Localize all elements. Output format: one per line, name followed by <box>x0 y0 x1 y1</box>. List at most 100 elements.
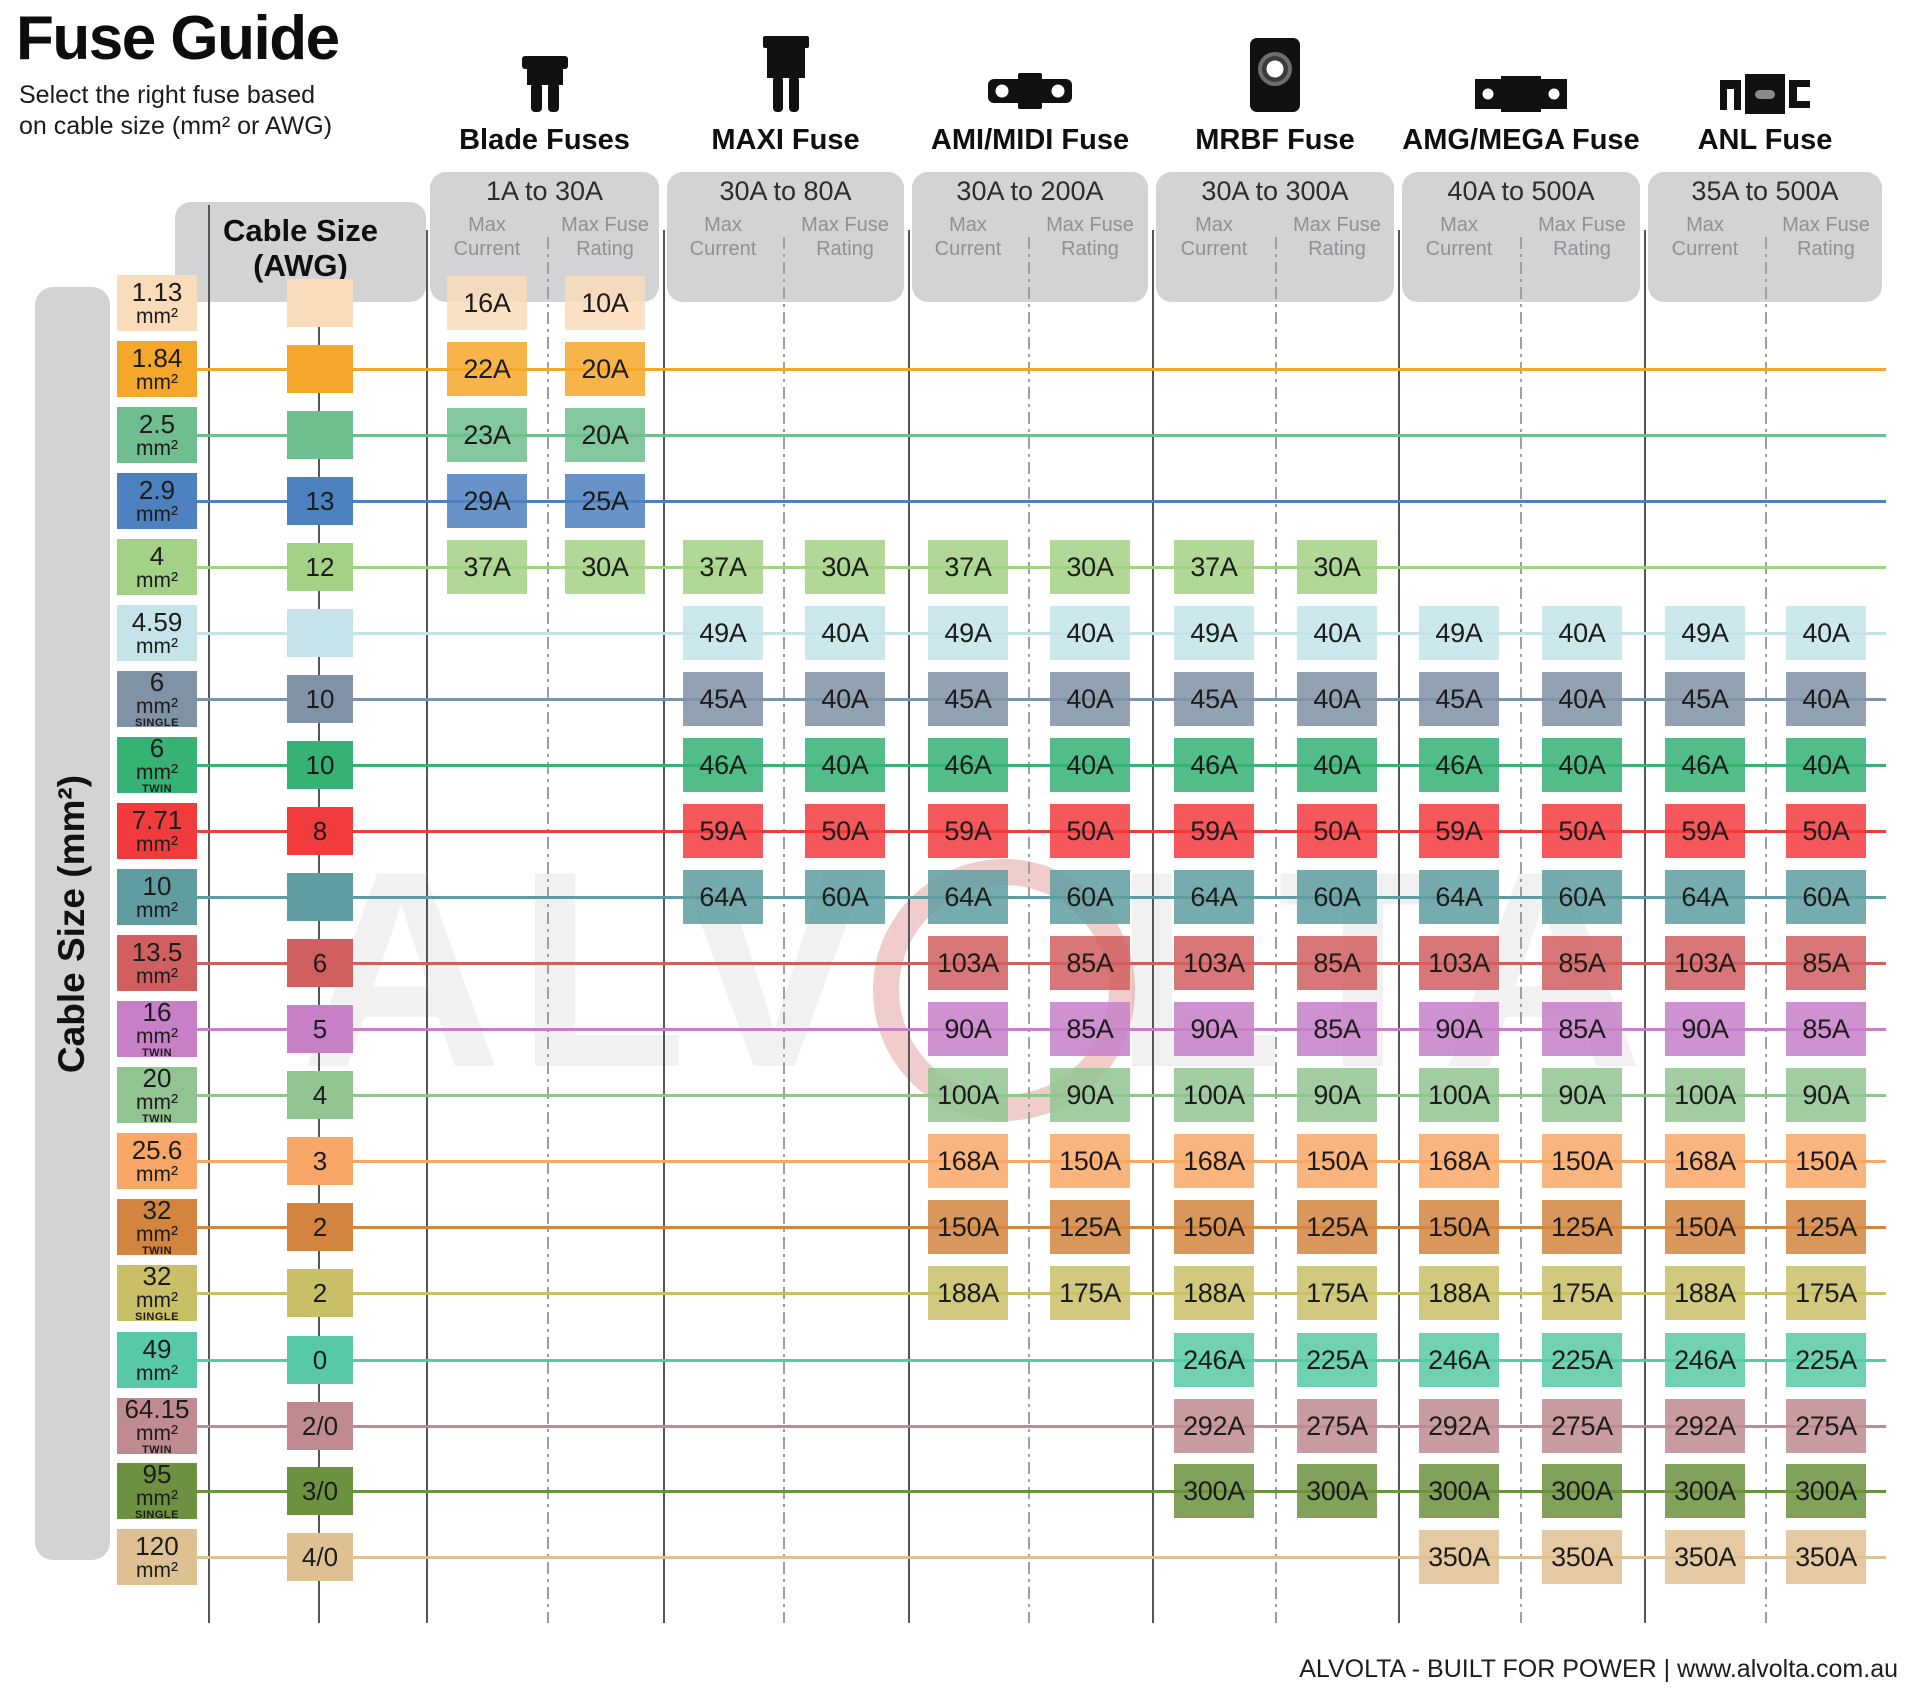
value-cell: 188A <box>1174 1266 1254 1320</box>
value-cell: 37A <box>1174 540 1254 594</box>
value-cell: 246A <box>1419 1333 1499 1387</box>
awg-chip: 2/0 <box>287 1402 353 1450</box>
row-line <box>197 697 1886 701</box>
value-cell: 175A <box>1297 1266 1377 1320</box>
max-fuse-rating-header: Max Fuse Rating <box>801 214 889 260</box>
value-cell: 30A <box>805 540 885 594</box>
cable-size-chip: 32 mm² SINGLE <box>117 1263 197 1323</box>
value-cell: 64A <box>1419 870 1499 924</box>
value-cell: 85A <box>1542 1002 1622 1056</box>
value-cell: 188A <box>1665 1266 1745 1320</box>
page-subtitle: Select the right fuse based on cable siz… <box>19 80 332 142</box>
cable-size-chip: 4 mm² <box>117 539 197 595</box>
value-cell: 150A <box>1050 1134 1130 1188</box>
value-cell: 49A <box>1665 606 1745 660</box>
value-cell: 40A <box>1542 738 1622 792</box>
cable-size-chip: 7.71 mm² <box>117 803 197 859</box>
value-cell: 103A <box>1174 936 1254 990</box>
cable-size-chip: 20 mm² TWIN <box>117 1065 197 1125</box>
value-cell: 85A <box>1050 936 1130 990</box>
cable-size-chip: 2.5 mm² <box>117 407 197 463</box>
value-cell: 30A <box>1297 540 1377 594</box>
awg-chip: 0 <box>287 1336 353 1384</box>
value-cell: 103A <box>1665 936 1745 990</box>
awg-chip: 13 <box>287 477 353 525</box>
value-cell: 292A <box>1419 1399 1499 1453</box>
fuse-type-name: MRBF Fuse <box>1195 124 1355 156</box>
blade-fuse-icon <box>475 56 615 112</box>
max-current-header: Max Current <box>1671 214 1739 260</box>
value-cell: 59A <box>928 804 1008 858</box>
value-cell: 90A <box>1419 1002 1499 1056</box>
awg-chip: 6 <box>287 939 353 987</box>
cable-size-chip: 120 mm² <box>117 1529 197 1585</box>
awg-header-line2: (AWG) <box>253 247 348 283</box>
value-cell: 90A <box>928 1002 1008 1056</box>
value-cell: 20A <box>565 342 645 396</box>
fuse-group-divider <box>908 230 910 1623</box>
value-cell: 37A <box>683 540 763 594</box>
value-cell: 50A <box>1786 804 1866 858</box>
max-current-header: Max Current <box>1180 214 1248 260</box>
watermark-letter: L <box>516 814 681 1126</box>
value-cell: 125A <box>1297 1200 1377 1254</box>
value-cell: 125A <box>1050 1200 1130 1254</box>
value-cell: 40A <box>1786 672 1866 726</box>
value-cell: 30A <box>1050 540 1130 594</box>
row-line <box>197 1489 1886 1493</box>
awg-chip: 4/0 <box>287 1533 353 1581</box>
value-cell: 168A <box>1174 1134 1254 1188</box>
value-cell: 85A <box>1786 936 1866 990</box>
value-cell: 90A <box>1050 1068 1130 1122</box>
value-cell: 45A <box>1174 672 1254 726</box>
value-cell: 168A <box>928 1134 1008 1188</box>
page-subtitle-line2: on cable size (mm² or AWG) <box>19 112 333 140</box>
cable-size-chip: 10 mm² <box>117 869 197 925</box>
anl-fuse-icon <box>1695 74 1835 114</box>
value-cell: 49A <box>683 606 763 660</box>
value-cell: 46A <box>683 738 763 792</box>
value-cell: 40A <box>1297 606 1377 660</box>
row-line <box>197 1555 1886 1559</box>
fuse-amp-range: 30A to 80A <box>719 176 852 206</box>
row-line <box>197 565 1886 569</box>
value-cell: 49A <box>928 606 1008 660</box>
value-cell: 16A <box>447 276 527 330</box>
value-cell: 246A <box>1665 1333 1745 1387</box>
cable-size-chip: 2.9 mm² <box>117 473 197 529</box>
value-cell: 300A <box>1174 1464 1254 1518</box>
cable-size-chip: 6 mm² SINGLE <box>117 669 197 729</box>
value-cell: 225A <box>1542 1333 1622 1387</box>
awg-chip <box>287 873 353 921</box>
value-cell: 60A <box>1050 870 1130 924</box>
max-fuse-rating-header: Max Fuse Rating <box>1538 214 1626 260</box>
fuse-amp-range: 30A to 200A <box>956 176 1104 206</box>
awg-chip: 2 <box>287 1203 353 1251</box>
awg-chip: 12 <box>287 543 353 591</box>
value-cell: 90A <box>1665 1002 1745 1056</box>
value-cell: 40A <box>805 738 885 792</box>
awg-chip: 4 <box>287 1071 353 1119</box>
value-cell: 85A <box>1050 1002 1130 1056</box>
awg-chip <box>287 609 353 657</box>
max-current-header: Max Current <box>934 214 1002 260</box>
value-cell: 150A <box>1297 1134 1377 1188</box>
value-cell: 40A <box>1786 738 1866 792</box>
value-cell: 100A <box>1174 1068 1254 1122</box>
value-cell: 246A <box>1174 1333 1254 1387</box>
value-cell: 85A <box>1297 1002 1377 1056</box>
value-cell: 40A <box>1050 672 1130 726</box>
fuse-type-name: AMI/MIDI Fuse <box>930 124 1130 156</box>
value-cell: 300A <box>1297 1464 1377 1518</box>
awg-chip: 5 <box>287 1005 353 1053</box>
value-cell: 45A <box>928 672 1008 726</box>
fuse-amp-range: 40A to 500A <box>1447 176 1595 206</box>
fuse-group-divider <box>663 230 665 1623</box>
max-fuse-rating-header: Max Fuse Rating <box>1782 214 1870 260</box>
value-cell: 60A <box>1786 870 1866 924</box>
value-cell: 45A <box>683 672 763 726</box>
cable-size-chip: 4.59 mm² <box>117 605 197 661</box>
table-left-border <box>208 205 210 1623</box>
fuse-group-panel <box>667 172 904 302</box>
value-cell: 350A <box>1542 1530 1622 1584</box>
